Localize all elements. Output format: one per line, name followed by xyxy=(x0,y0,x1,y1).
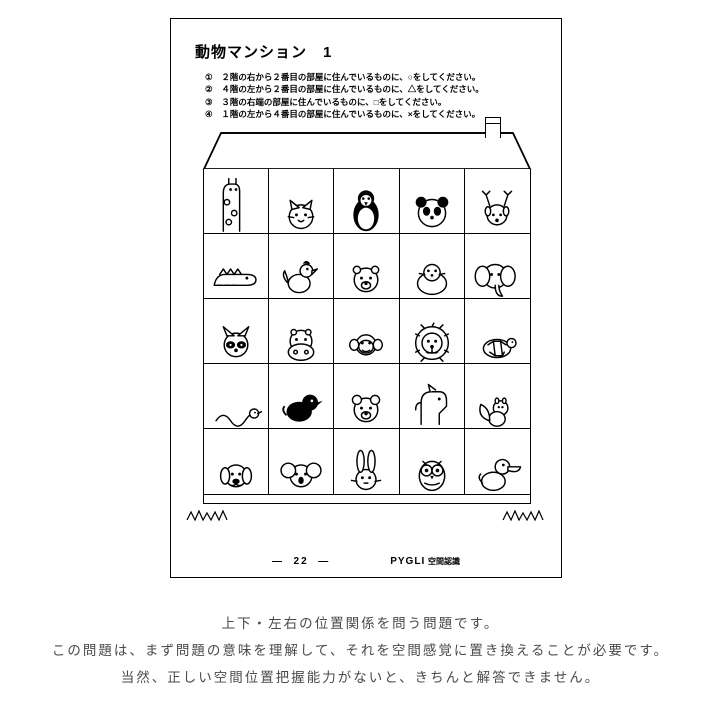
worksheet-page: 動物マンション 1 ① ２階の右から２番目の部屋に住んでいるものに、○をしてくだ… xyxy=(170,18,562,578)
instruction-4: ④ １階の左から４番目の部屋に住んでいるものに、×をしてください。 xyxy=(205,108,484,120)
cell-deer xyxy=(465,169,530,234)
cell-cat xyxy=(269,169,334,234)
cell-panda xyxy=(400,169,465,234)
cat-icon xyxy=(272,175,330,233)
cell-hippo xyxy=(269,299,334,364)
koala-icon xyxy=(272,436,330,494)
squirrel-icon xyxy=(468,370,526,428)
bear-icon xyxy=(337,370,395,428)
hippo-icon xyxy=(272,305,330,363)
polarbear-icon xyxy=(337,240,395,298)
crocodile-icon xyxy=(207,240,265,298)
horse-icon xyxy=(403,370,461,428)
cell-owl xyxy=(400,429,465,494)
instruction-2: ② ４階の左から２番目の部屋に住んでいるものに、△をしてください。 xyxy=(205,83,484,95)
chimney-icon xyxy=(485,117,501,138)
penguin-icon xyxy=(337,175,395,233)
owl-icon xyxy=(403,436,461,494)
category-label: 空間認識 xyxy=(428,557,460,566)
caption-line-2: この問題は、まず問題の意味を理解して、それを空間感覚に置き換えることが必要です。 xyxy=(0,637,721,664)
turtle-icon xyxy=(468,305,526,363)
instruction-1: ① ２階の右から２番目の部屋に住んでいるものに、○をしてください。 xyxy=(205,71,484,83)
cell-elephant xyxy=(465,234,530,299)
seal-icon xyxy=(403,240,461,298)
caption-line-1: 上下・左右の位置関係を問う問題です。 xyxy=(0,610,721,637)
cell-koala xyxy=(269,429,334,494)
pelican-icon xyxy=(468,436,526,494)
giraffe-icon xyxy=(207,175,265,233)
cell-dog xyxy=(204,429,269,494)
cell-seal xyxy=(400,234,465,299)
page-footer: — 22 — PYGLI 空間認識 xyxy=(171,556,561,567)
building xyxy=(203,169,531,504)
cell-crocodile xyxy=(204,234,269,299)
animal-grid xyxy=(204,169,530,494)
cell-penguin xyxy=(334,169,399,234)
cell-monkey xyxy=(334,299,399,364)
instructions-list: ① ２階の右から２番目の部屋に住んでいるものに、○をしてください。 ② ４階の左… xyxy=(205,71,484,120)
cell-polarbear xyxy=(334,234,399,299)
cell-rooster xyxy=(269,234,334,299)
cell-crow xyxy=(269,364,334,429)
deer-icon xyxy=(468,175,526,233)
raccoon-icon xyxy=(207,305,265,363)
monkey-icon xyxy=(337,305,395,363)
worksheet-title: 動物マンション 1 xyxy=(195,41,332,62)
rooster-icon xyxy=(272,240,330,298)
crow-icon xyxy=(272,370,330,428)
dog-icon xyxy=(207,436,265,494)
page-number: — 22 — xyxy=(272,556,330,567)
brand-label: PYGLI xyxy=(390,556,425,567)
ground-floor-strip xyxy=(204,494,530,503)
cell-snake xyxy=(204,364,269,429)
caption-line-3: 当然、正しい空間位置把握能力がないと、きちんと解答できません。 xyxy=(0,664,721,691)
cell-giraffe xyxy=(204,169,269,234)
house xyxy=(193,131,541,504)
cell-rabbit xyxy=(334,429,399,494)
rabbit-icon xyxy=(337,436,395,494)
caption-block: 上下・左右の位置関係を問う問題です。 この問題は、まず問題の意味を理解して、それ… xyxy=(0,610,721,691)
lion-icon xyxy=(403,305,461,363)
panda-icon xyxy=(403,175,461,233)
cell-lion xyxy=(400,299,465,364)
cell-squirrel xyxy=(465,364,530,429)
cell-raccoon xyxy=(204,299,269,364)
cell-turtle xyxy=(465,299,530,364)
cell-bear xyxy=(334,364,399,429)
snake-icon xyxy=(207,370,265,428)
elephant-icon xyxy=(468,240,526,298)
grass-icon xyxy=(185,508,545,522)
cell-pelican xyxy=(465,429,530,494)
cell-horse xyxy=(400,364,465,429)
instruction-3: ③ ３階の右端の部屋に住んでいるものに、□をしてください。 xyxy=(205,96,484,108)
